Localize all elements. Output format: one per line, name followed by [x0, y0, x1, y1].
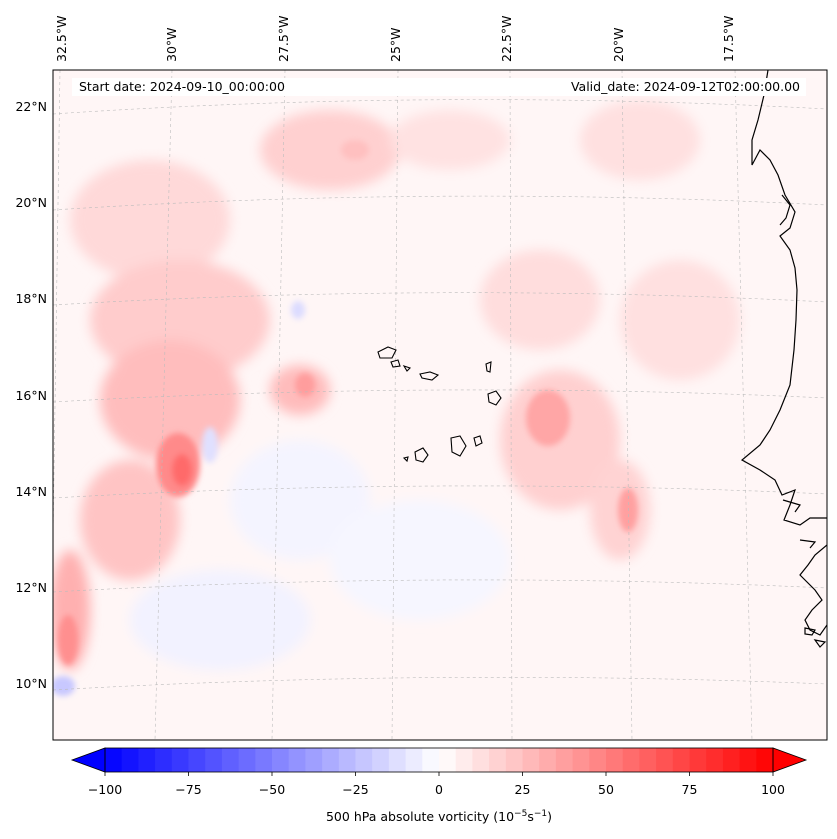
- lat-label: 16°N: [15, 388, 47, 403]
- coastlines: [740, 70, 827, 648]
- colorbar-cell: [622, 748, 640, 772]
- colorbar-cell: [439, 748, 457, 772]
- lat-label: 18°N: [15, 291, 47, 306]
- colorbar-tick-label: 75: [682, 782, 698, 797]
- start-date-label: Start date: 2024-09-10_00:00:00: [79, 79, 285, 94]
- colorbar-cell: [589, 748, 607, 772]
- lon-label: 32.5°W: [54, 16, 69, 62]
- colorbar-cell: [171, 748, 189, 772]
- colorbar-cell: [205, 748, 223, 772]
- colorbar-tick-label: −50: [259, 782, 285, 797]
- colorbar-cell: [689, 748, 707, 772]
- colorbar-cell: [338, 748, 356, 772]
- colorbar-tick-label: −100: [88, 782, 122, 797]
- colorbar-cell: [539, 748, 557, 772]
- colorbar-cell: [288, 748, 306, 772]
- lon-label: 17.5°W: [721, 16, 736, 62]
- vorticity-field: [53, 100, 740, 696]
- colorbar-cell: [722, 748, 741, 772]
- colorbar-cell: [472, 748, 490, 772]
- colorbar-cell: [155, 748, 173, 772]
- colorbar-ticks: −100 −75 −50 −25 0 25 50 75 100: [88, 772, 785, 797]
- lon-label: 30°W: [164, 27, 179, 62]
- colorbar-cell: [739, 748, 757, 772]
- colorbar-tick-label: −75: [175, 782, 201, 797]
- valid-date-label: Valid_date: 2024-09-12T02:00:00.00: [571, 79, 800, 94]
- lat-label: 12°N: [15, 580, 47, 595]
- colorbar-cell: [572, 748, 590, 772]
- colorbar-cell: [238, 748, 256, 772]
- africa-coast: [740, 70, 827, 526]
- colorbar-cell: [706, 748, 724, 772]
- colorbar-cell: [756, 748, 774, 772]
- colorbar-cells: [105, 748, 774, 772]
- lat-label: 22°N: [15, 99, 47, 114]
- colorbar-cell: [305, 748, 323, 772]
- colorbar-cell: [405, 748, 423, 772]
- colorbar-cell: [555, 748, 574, 772]
- colorbar-cell: [355, 748, 373, 772]
- colorbar-cell: [105, 748, 123, 772]
- colorbar-cell: [639, 748, 657, 772]
- colorbar-extend-min: [70, 747, 106, 773]
- colorbar-extend-max: [772, 747, 808, 773]
- colorbar-tick-label: 50: [598, 782, 614, 797]
- colorbar-tick-label: −25: [342, 782, 368, 797]
- colorbar-cell: [322, 748, 340, 772]
- colorbar-label: 500 hPa absolute vorticity (10−5s−1): [326, 809, 552, 824]
- lat-label: 20°N: [15, 195, 47, 210]
- colorbar-cell: [505, 748, 523, 772]
- header-band: [72, 78, 806, 96]
- colorbar-cell: [522, 748, 540, 772]
- colorbar-cell: [606, 748, 624, 772]
- colorbar-tick-label: 100: [761, 782, 785, 797]
- colorbar-tick-label: 25: [515, 782, 531, 797]
- lat-label: 10°N: [15, 676, 47, 691]
- colorbar: −100 −75 −50 −25 0 25 50 75 100 500 hPa absolute…: [70, 747, 808, 824]
- graticule: [53, 70, 827, 740]
- lon-label: 27.5°W: [276, 16, 291, 62]
- colorbar-cell: [138, 748, 156, 772]
- colorbar-cell: [489, 748, 507, 772]
- colorbar-cell: [372, 748, 390, 772]
- cape-verde-islands: [377, 346, 502, 463]
- colorbar-cell: [388, 748, 407, 772]
- colorbar-tick-label: 0: [435, 782, 443, 797]
- colorbar-cell: [188, 748, 206, 772]
- latitude-labels: 22°N 20°N 18°N 16°N 14°N 12°N 10°N: [15, 99, 47, 691]
- colorbar-cell: [121, 748, 139, 772]
- lon-label: 22.5°W: [499, 16, 514, 62]
- lon-label: 20°W: [611, 27, 626, 62]
- colorbar-cell: [422, 748, 440, 772]
- colorbar-cell: [272, 748, 290, 772]
- colorbar-cell: [255, 748, 273, 772]
- lon-label: 25°W: [388, 27, 403, 62]
- longitude-labels: 32.5°W 30°W 27.5°W 25°W 22.5°W 20°W 17.5…: [54, 16, 736, 62]
- colorbar-cell: [455, 748, 473, 772]
- lat-label: 14°N: [15, 484, 47, 499]
- colorbar-cell: [221, 748, 240, 772]
- colorbar-cell: [656, 748, 674, 772]
- map-frame: [52, 69, 828, 741]
- colorbar-cell: [672, 748, 690, 772]
